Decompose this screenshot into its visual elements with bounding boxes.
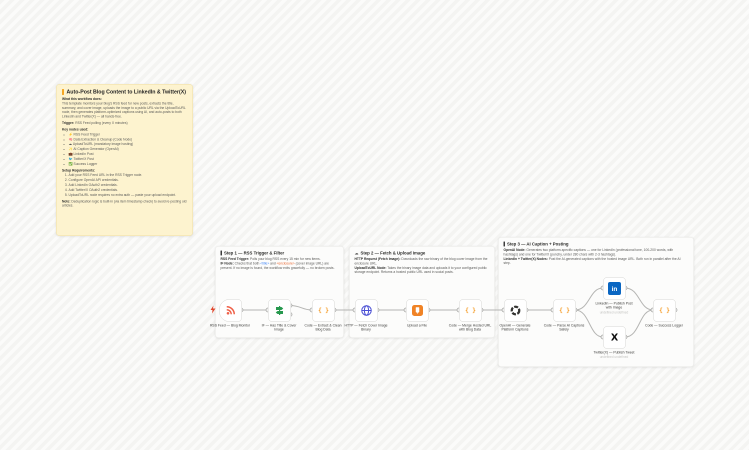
- node-code-merge[interactable]: { }: [459, 299, 482, 322]
- doc-sticky-note[interactable]: Auto-Post Blog Content to LinkedIn & Twi…: [56, 84, 193, 236]
- dark-bar-icon: [220, 250, 222, 256]
- setup-step: Add your RSS Feed URL in the RSS Trigger…: [69, 174, 188, 178]
- if-signpost-icon: [275, 306, 284, 315]
- openai-icon: [510, 305, 521, 316]
- globe-icon: [361, 305, 372, 316]
- wire-twitter-to-logger[interactable]: [624, 309, 654, 338]
- code-icon: { }: [659, 307, 670, 314]
- doc-note-title-row: Auto-Post Blog Content to LinkedIn & Twi…: [62, 89, 187, 95]
- setup-step: Add LinkedIn OAuth2 credentials.: [69, 184, 188, 188]
- what-section: What this workflow does: This template m…: [62, 98, 187, 120]
- key-node-item: ✨ AI Caption Generator (OpenAI): [69, 148, 188, 152]
- node-label-code-parse: Code — Parse AI Captions Safely: [543, 324, 585, 332]
- key-node-item: 💼 LinkedIn Post: [69, 153, 188, 157]
- doc-note-title: Auto-Post Blog Content to LinkedIn & Twi…: [66, 89, 186, 95]
- rss-icon: [226, 306, 235, 315]
- step1-header: Step 1 — RSS Trigger & Filter: [220, 250, 339, 256]
- node-twitter-x[interactable]: X: [603, 326, 626, 349]
- setup-list: Add your RSS Feed URL in the RSS Trigger…: [69, 174, 188, 198]
- node-label-linkedin: LinkedIn — Publish Post with Image undef…: [592, 302, 636, 315]
- code-icon: { }: [559, 307, 570, 314]
- step3-body: OpenAI Node: Generates two platform-spec…: [504, 249, 689, 267]
- linkedin-icon: in: [608, 282, 621, 295]
- node-if[interactable]: [268, 299, 291, 322]
- step2-text: HTTP Request (Fetch Image): Downloads th…: [354, 257, 488, 275]
- cloud-icon: ☁: [354, 250, 359, 256]
- node-label-if: IF — Has Title & Cover Image: [261, 324, 297, 332]
- code-icon: { }: [318, 307, 329, 314]
- step2-header: ☁ Step 2 — Fetch & Upload Image: [355, 251, 490, 256]
- title-tag-code: <title>: [260, 261, 270, 266]
- step2-body: HTTP Request (Fetch Image): Downloads th…: [355, 258, 490, 276]
- orange-bar-icon: [62, 89, 64, 95]
- setup-step: Configure OpenAI API credentials.: [69, 179, 188, 183]
- setup-heading: Setup Requirements:: [62, 168, 96, 173]
- node-http-request[interactable]: [355, 299, 378, 322]
- trigger-bolt-icon: [210, 305, 216, 314]
- node-label-http: HTTP — Fetch Cover Image Binary: [344, 324, 388, 332]
- step3-title: Step 3 — AI Caption + Posting: [507, 241, 569, 247]
- note-line: Note: Deduplication logic is built-in (v…: [62, 199, 187, 208]
- key-node-item: ⚡ RSS Feed Trigger: [69, 133, 188, 137]
- node-label-upload: Upload a File: [406, 324, 428, 328]
- key-node-item: 🐦 Twitter/X Post: [69, 157, 188, 161]
- key-node-item: 🧠 Data Extraction & Cleanup (Code Node): [69, 138, 188, 142]
- node-label-code-merge: Code — Merge Hosted URL with Blog Data: [448, 324, 492, 332]
- node-code-extract[interactable]: { }: [312, 299, 335, 322]
- setup-step: UploadToURL node requires no extra auth …: [69, 193, 188, 197]
- doc-note-body: What this workflow does: This template m…: [62, 98, 187, 209]
- key-node-item: ☁ UploadToURL (mandatory image hosting): [69, 143, 188, 147]
- trigger-label: Trigger:: [62, 121, 75, 126]
- wire-parse-to-linkedin[interactable]: [574, 287, 604, 311]
- node-label-openai: OpenAI — Generate Platform Captions: [499, 324, 531, 332]
- setup-step: Add Twitter/X OAuth2 credentials.: [69, 188, 188, 192]
- node-label-twitter: Twitter(X) — Publish Tweet undefined und…: [592, 351, 636, 360]
- trigger-text: RSS Feed polling (every X minutes): [74, 121, 128, 126]
- node-openai[interactable]: [504, 299, 527, 322]
- upload-file-icon: [412, 305, 423, 316]
- enclosure-tag-code: <enclosure>: [276, 261, 295, 266]
- step1-sticky-note[interactable]: Step 1 — RSS Trigger & Filter RSS Feed T…: [215, 246, 344, 338]
- key-node-item: ✅ Success Logger: [69, 162, 188, 166]
- wire-linkedin-to-logger[interactable]: [624, 287, 654, 311]
- node-label-code-extract: Code — Extract & Clean Blog Data: [304, 324, 342, 332]
- step1-text: RSS Feed Trigger: Polls your blog RSS ev…: [220, 257, 335, 270]
- node-label-code-logger: Code — Success Logger: [645, 324, 683, 328]
- step3-header: Step 3 — AI Caption + Posting: [503, 241, 689, 247]
- dark-bar-icon: [503, 241, 505, 247]
- node-code-logger[interactable]: { }: [653, 299, 676, 322]
- x-twitter-icon: X: [610, 332, 619, 343]
- key-nodes-list: ⚡ RSS Feed Trigger 🧠 Data Extraction & C…: [69, 133, 188, 167]
- step2-sticky-note[interactable]: ☁ Step 2 — Fetch & Upload Image HTTP Req…: [349, 246, 495, 338]
- twitter-label-text: Twitter(X) — Publish Tweet: [593, 351, 635, 355]
- step1-body: RSS Feed Trigger: Polls your blog RSS ev…: [221, 258, 339, 271]
- trigger-line: Trigger: RSS Feed polling (every X minut…: [62, 122, 187, 126]
- linkedin-label-text: LinkedIn — Publish Post with Image: [595, 302, 633, 310]
- what-label: What this workflow does:: [62, 97, 102, 102]
- wire-if-to-code[interactable]: [289, 305, 313, 311]
- step2-title: Step 2 — Fetch & Upload Image: [360, 250, 426, 256]
- step1-title: Step 1 — RSS Trigger & Filter: [224, 250, 285, 256]
- twitter-subtitle: undefined undefined: [599, 355, 629, 360]
- node-rss-feed[interactable]: [219, 299, 242, 322]
- wire-parse-to-twitter[interactable]: [574, 309, 604, 338]
- node-linkedin[interactable]: in: [603, 277, 626, 300]
- linkedin-subtitle: undefined undefined: [599, 310, 629, 315]
- step3-text: OpenAI Node: Generates two platform-spec…: [503, 248, 681, 266]
- node-code-parse[interactable]: { }: [553, 299, 576, 322]
- node-label-rss: RSS Feed — Blog Monitor: [209, 324, 251, 328]
- code-icon: { }: [465, 307, 476, 314]
- node-upload-file[interactable]: [406, 299, 429, 322]
- key-nodes-heading: Key nodes used:: [62, 127, 89, 132]
- what-text: This template monitors your blog's RSS f…: [62, 101, 186, 119]
